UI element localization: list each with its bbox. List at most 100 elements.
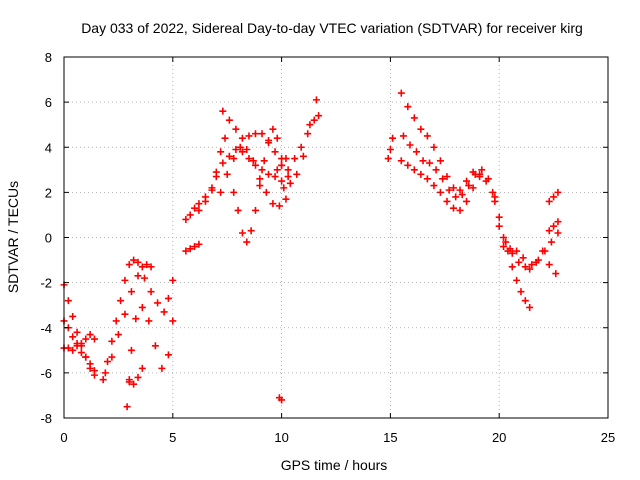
data-point-marker	[430, 143, 438, 151]
data-point-marker	[406, 141, 414, 149]
data-point-marker	[436, 188, 444, 196]
data-point-marker	[500, 243, 508, 251]
data-point-marker	[554, 188, 562, 196]
data-point-marker	[436, 157, 444, 165]
data-point-marker	[417, 170, 425, 178]
data-point-marker	[243, 238, 251, 246]
data-point-marker	[286, 179, 294, 187]
data-point-marker	[143, 261, 151, 269]
data-point-marker	[236, 143, 244, 151]
data-point-marker	[77, 340, 85, 348]
data-point-marker	[141, 274, 149, 282]
data-point-marker	[127, 346, 135, 354]
data-point-marker	[532, 258, 540, 266]
data-point-marker	[82, 335, 90, 343]
data-point-marker	[134, 373, 142, 381]
data-point-marker	[90, 335, 98, 343]
data-point-marker	[315, 112, 323, 120]
data-point-marker	[230, 155, 238, 163]
data-point-marker	[550, 193, 558, 201]
data-point-marker	[445, 186, 453, 194]
data-point-marker	[108, 337, 116, 345]
data-point-marker	[260, 157, 268, 165]
data-point-marker	[526, 303, 534, 311]
data-point-marker	[419, 157, 427, 165]
series-track-q	[275, 394, 286, 404]
data-point-marker	[251, 130, 259, 138]
data-point-marker	[86, 360, 94, 368]
y-tick-label: 0	[45, 231, 52, 246]
data-point-marker	[154, 299, 162, 307]
data-point-marker	[423, 175, 431, 183]
data-point-marker	[130, 256, 138, 264]
data-point-marker	[127, 288, 135, 296]
data-point-marker	[386, 146, 394, 154]
data-point-marker	[258, 166, 266, 174]
data-point-marker	[491, 193, 499, 201]
data-point-marker	[138, 303, 146, 311]
data-point-marker	[138, 263, 146, 271]
data-point-marker	[164, 294, 172, 302]
series-track-o	[280, 96, 320, 192]
data-point-marker	[430, 182, 438, 190]
data-point-marker	[463, 177, 471, 185]
data-point-marker	[282, 195, 290, 203]
data-point-marker	[312, 96, 320, 104]
data-point-marker	[219, 159, 227, 167]
data-point-marker	[443, 173, 451, 181]
series-track-i	[182, 134, 229, 223]
data-point-marker	[458, 191, 466, 199]
data-point-marker	[217, 148, 225, 156]
data-point-marker	[258, 130, 266, 138]
data-point-marker	[160, 308, 168, 316]
data-point-marker	[195, 240, 203, 248]
data-point-marker	[306, 121, 314, 129]
x-tick-label: 10	[274, 430, 288, 445]
data-point-marker	[238, 134, 246, 142]
series-track-d	[99, 256, 155, 384]
data-point-marker	[123, 403, 131, 411]
x-tick-label: 25	[601, 430, 615, 445]
series-track-r	[384, 134, 397, 163]
data-point-marker	[271, 173, 279, 181]
series-track-t	[397, 157, 497, 214]
data-point-marker	[397, 89, 405, 97]
data-point-marker	[138, 364, 146, 372]
data-point-marker	[251, 206, 259, 214]
series-track-z	[545, 218, 562, 235]
data-point-marker	[114, 331, 122, 339]
data-point-marker	[410, 114, 418, 122]
data-point-marker	[432, 166, 440, 174]
data-point-marker	[245, 155, 253, 163]
data-point-marker	[521, 263, 529, 271]
data-point-marker	[506, 245, 514, 253]
data-point-marker	[223, 170, 231, 178]
data-point-marker	[77, 349, 85, 357]
data-point-marker	[158, 364, 166, 372]
x-tick-label: 15	[383, 430, 397, 445]
data-point-marker	[273, 166, 281, 174]
data-point-marker	[384, 155, 392, 163]
data-point-marker	[399, 132, 407, 140]
data-point-marker	[125, 261, 133, 269]
data-point-marker	[489, 188, 497, 196]
data-point-marker	[465, 182, 473, 190]
series-track-u	[399, 132, 499, 205]
data-point-marker	[256, 182, 264, 190]
y-tick-label: 2	[45, 185, 52, 200]
y-tick-label: 4	[45, 140, 52, 155]
data-point-marker	[299, 152, 307, 160]
data-point-marker	[245, 132, 253, 140]
data-point-marker	[469, 184, 477, 192]
data-point-marker	[251, 161, 259, 169]
data-point-marker	[291, 155, 299, 163]
data-point-marker	[217, 188, 225, 196]
series-track-f	[123, 303, 177, 411]
data-point-marker	[69, 312, 77, 320]
data-point-marker	[450, 184, 458, 192]
data-point-marker	[169, 276, 177, 284]
data-point-marker	[212, 173, 220, 181]
data-point-marker	[471, 170, 479, 178]
data-point-marker	[554, 218, 562, 226]
